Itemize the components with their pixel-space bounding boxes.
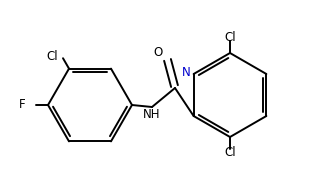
- Text: Cl: Cl: [46, 50, 58, 63]
- Text: Cl: Cl: [224, 31, 236, 44]
- Text: O: O: [154, 46, 163, 59]
- Text: F: F: [19, 98, 26, 112]
- Text: NH: NH: [143, 108, 161, 121]
- Text: N: N: [182, 67, 190, 80]
- Text: Cl: Cl: [224, 146, 236, 159]
